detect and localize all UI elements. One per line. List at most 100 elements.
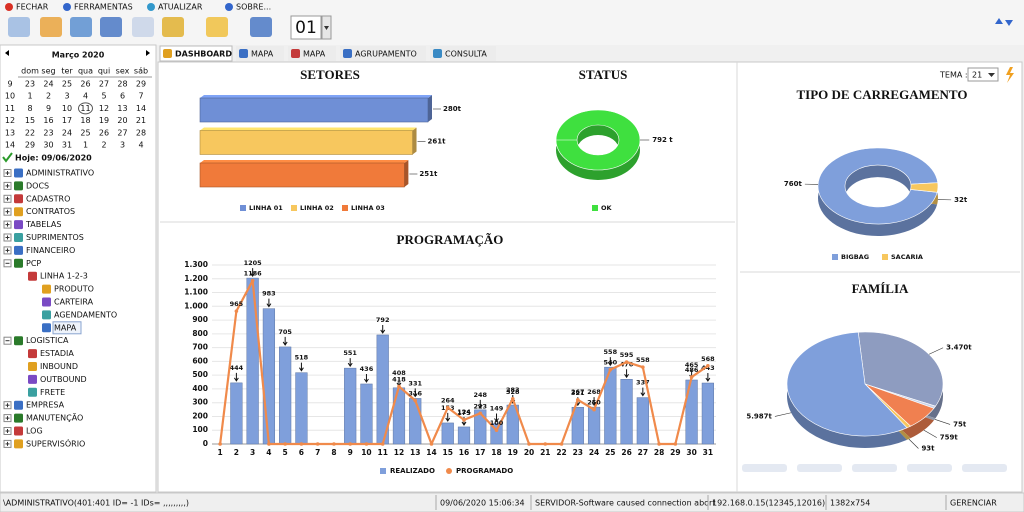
tree-item[interactable]: AGENDAMENTO (54, 310, 117, 319)
calendar-day[interactable]: 8 (27, 104, 32, 113)
calendar-day[interactable]: 28 (117, 80, 127, 89)
tab[interactable] (236, 46, 284, 61)
calendar-day[interactable]: 25 (80, 128, 90, 137)
weekday: seg (41, 67, 55, 76)
calendar-day[interactable]: 1 (83, 141, 88, 150)
calendar-day[interactable]: 13 (117, 104, 127, 113)
calendar-day[interactable]: 19 (99, 116, 109, 125)
calendar-day[interactable]: 18 (80, 116, 90, 125)
status-text[interactable]: GERENCIAR (950, 499, 997, 508)
calendar-day[interactable]: 26 (80, 80, 90, 89)
tree-item[interactable]: CADASTRO (26, 194, 70, 203)
menu-item[interactable]: SOBRE... (236, 3, 271, 12)
counter-box[interactable] (290, 15, 322, 40)
calendar-day[interactable]: 27 (99, 80, 109, 89)
tree-item[interactable]: CARTEIRA (54, 298, 94, 307)
calendar-day[interactable]: 7 (138, 92, 143, 101)
menu-item[interactable]: FERRAMENTAS (74, 3, 133, 12)
tree-item[interactable]: MANUTENÇÃO (26, 413, 83, 423)
tree-item[interactable]: PCP (26, 259, 41, 268)
tree-item[interactable]: ADMINISTRATIVO (26, 169, 94, 178)
calendar-day[interactable]: 9 (46, 104, 51, 113)
calendar-day[interactable]: 25 (62, 80, 72, 89)
toolbar-button[interactable] (40, 17, 62, 37)
tree-item[interactable]: TABELAS (25, 220, 61, 229)
calendar-day[interactable]: 22 (25, 128, 35, 137)
calendar-day[interactable]: 29 (25, 141, 35, 150)
calendar-day[interactable]: 23 (25, 80, 35, 89)
calendar-day[interactable]: 20 (117, 116, 127, 125)
theme-select[interactable] (967, 67, 999, 82)
calendar-day[interactable]: 14 (136, 104, 146, 113)
apply-icon[interactable] (1006, 67, 1014, 83)
theme-value: 21 (972, 71, 982, 80)
tree-item[interactable]: ESTADIA (40, 349, 74, 358)
tab[interactable] (340, 46, 426, 61)
toolbar-button[interactable] (132, 17, 154, 37)
calendar-day[interactable]: 23 (43, 128, 53, 137)
toolbar-button[interactable] (8, 17, 30, 37)
calendar-day[interactable]: 10 (62, 104, 72, 113)
tree-icon (28, 362, 37, 371)
toolbar-button[interactable] (100, 17, 122, 37)
tree-item[interactable]: OUTBOUND (40, 375, 87, 384)
tree-item[interactable]: EMPRESA (26, 401, 65, 410)
toolbar-button[interactable] (162, 17, 184, 37)
calendar-day[interactable]: 24 (62, 128, 72, 137)
calendar-day[interactable]: 21 (136, 116, 146, 125)
x-tick-label: 23 (573, 448, 583, 457)
tree-item[interactable]: DOCS (26, 181, 49, 190)
layout-icon[interactable] (995, 18, 1013, 26)
calendar-day[interactable]: 17 (62, 116, 72, 125)
data-label: 223 (473, 402, 487, 410)
toolbar-button[interactable] (70, 17, 92, 37)
week-number: 10 (5, 92, 15, 101)
calendar-day[interactable]: 11 (80, 104, 90, 113)
legend-blurred (797, 464, 842, 472)
tab[interactable] (288, 46, 336, 61)
tree-item[interactable]: LOG (26, 427, 43, 436)
menu-item[interactable]: ATUALIZAR (158, 3, 203, 12)
calendar-day[interactable]: 4 (138, 141, 143, 150)
tree-item[interactable]: INBOUND (40, 362, 78, 371)
tree-item[interactable]: SUPERVISÓRIO (26, 437, 85, 448)
calendar-day[interactable]: 1 (27, 92, 32, 101)
x-tick-label: 2 (234, 448, 239, 457)
tab[interactable] (430, 46, 496, 61)
toolbar-button[interactable] (250, 17, 272, 37)
calendar-day[interactable]: 27 (117, 128, 127, 137)
next-month[interactable] (146, 50, 150, 56)
calendar-day[interactable]: 5 (101, 92, 106, 101)
calendar-day[interactable]: 2 (46, 92, 51, 101)
label-arrow (250, 268, 256, 277)
toolbar-button[interactable] (206, 17, 228, 37)
tree-item[interactable]: LOGISTICA (26, 336, 69, 345)
calendar-day[interactable]: 6 (120, 92, 125, 101)
calendar-day[interactable]: 29 (136, 80, 146, 89)
calendar-day[interactable]: 3 (120, 141, 125, 150)
data-label: 337 (636, 379, 650, 387)
tab[interactable] (159, 45, 233, 62)
calendar-day[interactable]: 31 (62, 141, 72, 150)
calendar-day[interactable]: 16 (43, 116, 53, 125)
prev-month[interactable] (5, 50, 9, 56)
calendar-day[interactable]: 24 (43, 80, 53, 89)
line-point (592, 407, 596, 412)
calendar-day[interactable]: 4 (83, 92, 88, 101)
calendar-day[interactable]: 28 (136, 128, 146, 137)
calendar-day[interactable]: 12 (99, 104, 109, 113)
calendar-day[interactable]: 3 (64, 92, 69, 101)
status-text: \ADMINISTRATIVO(401:401 ID= -1 IDs= ,,,,… (3, 499, 189, 508)
tree-item[interactable]: FRETE (40, 388, 65, 397)
tree-item[interactable]: CONTRATOS (26, 207, 75, 216)
menu-item[interactable]: FECHAR (16, 3, 49, 12)
tree-item[interactable]: FINANCEIRO (26, 246, 75, 255)
calendar-day[interactable]: 26 (99, 128, 109, 137)
calendar-day[interactable]: 30 (43, 141, 53, 150)
tree-item[interactable]: PRODUTO (54, 285, 94, 294)
calendar-day[interactable]: 15 (25, 116, 35, 125)
tree-item[interactable]: MAPA (54, 323, 77, 332)
tree-item[interactable]: SUPRIMENTOS (26, 233, 84, 242)
calendar-day[interactable]: 2 (101, 141, 106, 150)
tree-item[interactable]: LINHA 1-2-3 (40, 272, 88, 281)
